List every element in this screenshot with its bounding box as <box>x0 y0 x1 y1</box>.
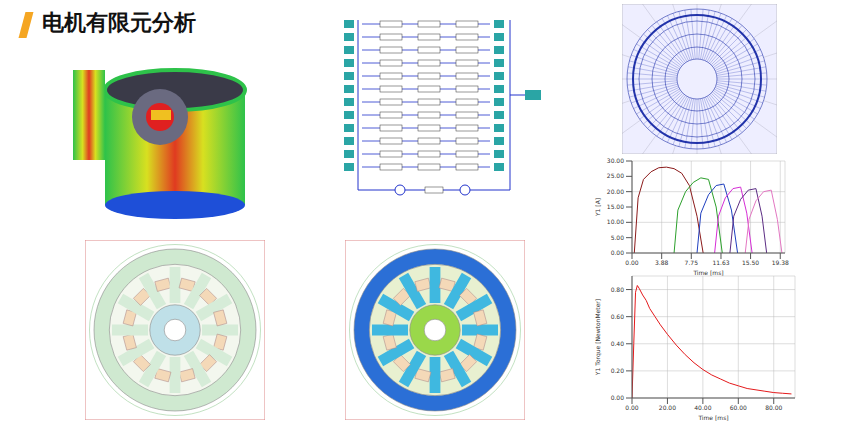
svg-text:3.88: 3.88 <box>655 259 669 266</box>
svg-text:40.00: 40.00 <box>694 404 711 411</box>
svg-text:0.00: 0.00 <box>625 259 639 266</box>
svg-text:80.00: 80.00 <box>765 404 782 411</box>
svg-text:0.20: 0.20 <box>611 367 625 374</box>
svg-text:60.00: 60.00 <box>730 404 747 411</box>
svg-text:Y1 [A]: Y1 [A] <box>594 198 601 217</box>
svg-text:Y1 Torque [NewtonMeter]: Y1 Torque [NewtonMeter] <box>594 299 602 376</box>
svg-text:30.00: 30.00 <box>607 157 624 164</box>
svg-text:25.00: 25.00 <box>607 172 624 179</box>
svg-text:0.00: 0.00 <box>611 394 625 401</box>
svg-text:0.00: 0.00 <box>611 249 625 256</box>
svg-text:15.50: 15.50 <box>742 259 759 266</box>
svg-text:11.63: 11.63 <box>712 259 729 266</box>
svg-text:20.00: 20.00 <box>607 188 624 195</box>
svg-text:7.75: 7.75 <box>685 259 699 266</box>
svg-text:10.00: 10.00 <box>607 218 624 225</box>
svg-text:5.00: 5.00 <box>611 234 625 241</box>
svg-text:Time [ms]: Time [ms] <box>692 269 723 276</box>
svg-text:15.00: 15.00 <box>607 203 624 210</box>
svg-text:0.80: 0.80 <box>611 286 625 293</box>
svg-text:19.38: 19.38 <box>772 259 789 266</box>
html-text:电机有限元分析: 电机有限元分析 <box>42 10 196 35</box>
svg-text:0.40: 0.40 <box>611 340 625 347</box>
svg-text:0.60: 0.60 <box>611 313 625 320</box>
svg-text:Time [ms]: Time [ms] <box>697 414 728 421</box>
svg-text:0.00: 0.00 <box>625 404 639 411</box>
svg-text:20.00: 20.00 <box>659 404 676 411</box>
